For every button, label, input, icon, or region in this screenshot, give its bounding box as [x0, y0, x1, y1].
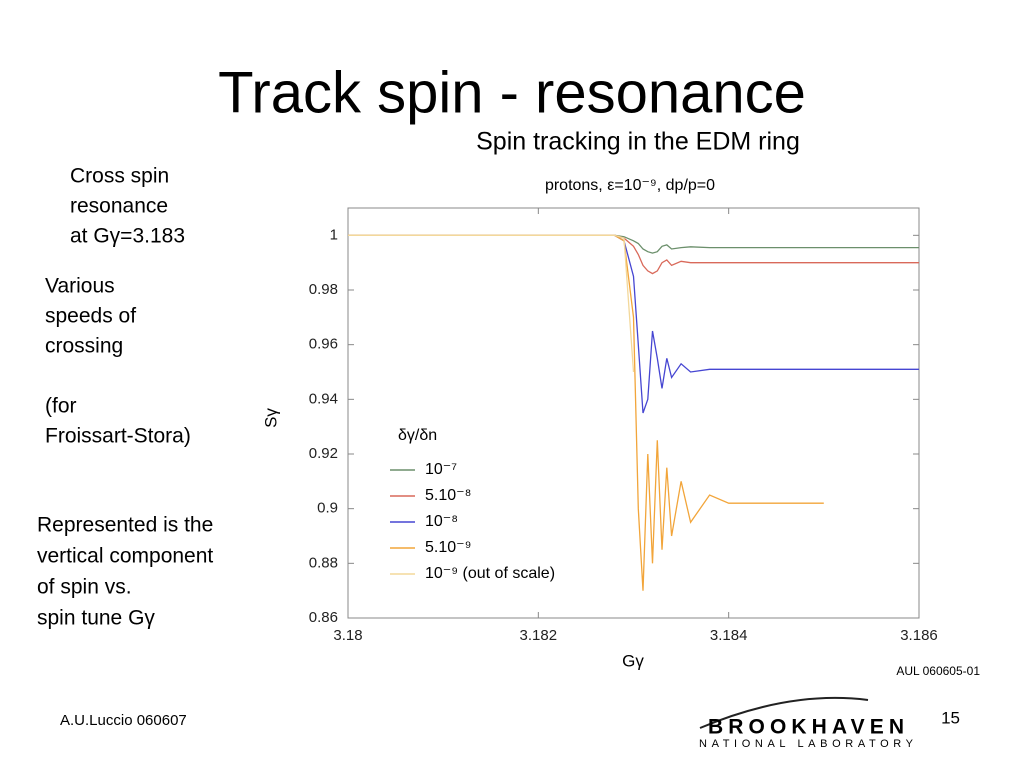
x-tick-label: 3.18	[333, 627, 362, 644]
y-tick-label: 1	[330, 226, 338, 243]
slide-text: Froissart-Stora)	[45, 425, 191, 448]
logo-swoosh	[699, 696, 869, 729]
legend-title: δγ/δn	[398, 427, 437, 444]
series-line	[348, 234, 635, 373]
y-axis-label: Sγ	[261, 408, 280, 428]
slide-text: Represented is the	[37, 514, 213, 537]
chart-title: Spin tracking in the EDM ring	[476, 128, 800, 156]
series-line	[348, 234, 919, 254]
y-tick-label: 0.9	[317, 500, 338, 517]
chart-subtitle: protons, ε=10⁻⁹, dp/p=0	[545, 177, 715, 194]
y-tick-label: 0.92	[309, 445, 338, 462]
legend-label: 10⁻⁸	[425, 513, 458, 530]
y-tick-label: 0.98	[309, 281, 338, 298]
legend-label: 5.10⁻⁹	[425, 539, 471, 556]
slide-text: crossing	[45, 335, 123, 358]
slide-title: Track spin - resonance	[218, 60, 806, 125]
logo-main: BROOKHAVEN	[708, 716, 904, 739]
x-tick-label: 3.184	[710, 627, 748, 644]
legend-label: 10⁻⁹ (out of scale)	[425, 565, 555, 582]
annotation: AUL 060605-01	[896, 664, 980, 678]
slide-text: of spin vs.	[37, 576, 132, 599]
slide-text: vertical component	[37, 545, 213, 568]
slide-text: (for	[45, 395, 77, 418]
slide-text: resonance	[70, 195, 168, 218]
y-tick-label: 0.94	[309, 390, 338, 407]
x-tick-label: 3.186	[900, 627, 938, 644]
slide-text: Various	[45, 275, 115, 298]
legend-label: 10⁻⁷	[425, 461, 457, 478]
slide-text: speeds of	[45, 305, 136, 328]
slide-text: at Gγ=3.183	[70, 225, 185, 248]
slide-text: Cross spin	[70, 165, 169, 188]
legend-label: 5.10⁻⁸	[425, 487, 471, 504]
x-tick-label: 3.182	[520, 627, 558, 644]
x-axis-label: Gγ	[622, 651, 644, 670]
page-number: 15	[941, 708, 960, 727]
y-tick-label: 0.96	[309, 336, 338, 353]
y-tick-label: 0.88	[309, 554, 338, 571]
slide-text: spin tune Gγ	[37, 607, 155, 630]
y-tick-label: 0.86	[309, 609, 338, 626]
plot-frame	[347, 207, 920, 619]
series-line	[348, 234, 824, 591]
footer-author: A.U.Luccio 060607	[60, 712, 187, 729]
